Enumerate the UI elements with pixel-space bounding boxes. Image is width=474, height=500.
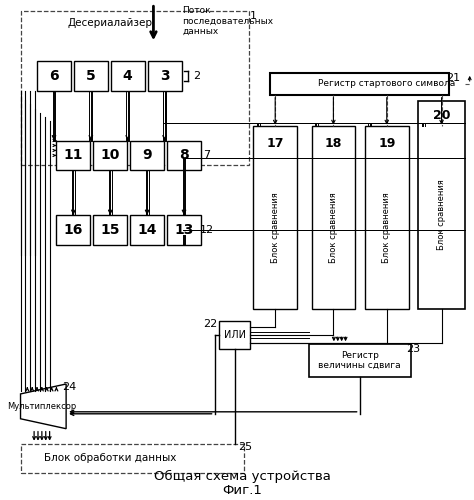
Text: 1: 1 — [250, 12, 257, 22]
Text: 24: 24 — [62, 382, 76, 392]
Bar — [219, 322, 250, 349]
Text: Блок сравнения: Блок сравнения — [329, 192, 338, 263]
Text: 22: 22 — [203, 320, 218, 330]
Text: 13: 13 — [174, 223, 194, 237]
Bar — [93, 140, 127, 170]
Text: 7: 7 — [203, 150, 210, 160]
Text: Блок сравнения: Блок сравнения — [437, 180, 446, 250]
Bar — [418, 101, 465, 310]
Bar — [130, 140, 164, 170]
Text: Блок сравнения: Блок сравнения — [271, 192, 280, 263]
Bar — [311, 126, 355, 310]
Bar — [254, 126, 297, 310]
Text: 5: 5 — [86, 69, 96, 83]
Bar — [74, 61, 108, 91]
Text: 6: 6 — [49, 69, 59, 83]
Bar — [130, 215, 164, 245]
Text: 3: 3 — [160, 69, 169, 83]
Text: Общая схема устройства: Общая схема устройства — [154, 470, 331, 483]
Text: 25: 25 — [238, 442, 253, 452]
Text: 8: 8 — [179, 148, 189, 162]
Text: 10: 10 — [100, 148, 120, 162]
Text: 12: 12 — [200, 225, 214, 235]
Bar — [93, 215, 127, 245]
Text: Мультиплексор: Мультиплексор — [7, 402, 76, 411]
Bar — [167, 215, 201, 245]
Text: 20: 20 — [433, 109, 450, 122]
Text: 4: 4 — [123, 69, 133, 83]
Bar — [20, 444, 244, 474]
Text: Блок сравнения: Блок сравнения — [382, 192, 391, 263]
Text: 15: 15 — [100, 223, 120, 237]
Text: 18: 18 — [325, 137, 342, 150]
Text: ИЛИ: ИЛИ — [224, 330, 246, 340]
Bar — [111, 61, 145, 91]
Text: 2: 2 — [193, 71, 201, 81]
Text: Блок обработки данных: Блок обработки данных — [44, 452, 176, 462]
Text: Десериалайзер: Десериалайзер — [67, 18, 152, 28]
Text: 19: 19 — [378, 137, 395, 150]
Polygon shape — [20, 384, 66, 428]
Text: Фиг.1: Фиг.1 — [223, 484, 263, 497]
Text: 23: 23 — [406, 344, 420, 354]
Text: Регистр стартового символа: Регистр стартового символа — [318, 80, 455, 88]
Bar — [309, 344, 410, 377]
Text: 17: 17 — [266, 137, 284, 150]
Bar — [20, 12, 248, 166]
Text: Поток
последовательных
данных: Поток последовательных данных — [182, 6, 273, 36]
Bar — [37, 61, 71, 91]
Text: 9: 9 — [142, 148, 152, 162]
Bar — [147, 61, 182, 91]
Bar — [167, 140, 201, 170]
Text: 14: 14 — [137, 223, 157, 237]
Bar — [365, 126, 409, 310]
Bar — [56, 140, 91, 170]
Text: 21: 21 — [446, 73, 460, 83]
Text: Регистр
величины сдвига: Регистр величины сдвига — [318, 351, 401, 370]
Text: 11: 11 — [64, 148, 83, 162]
Text: 16: 16 — [64, 223, 83, 237]
Bar — [56, 215, 91, 245]
Bar — [270, 73, 449, 95]
